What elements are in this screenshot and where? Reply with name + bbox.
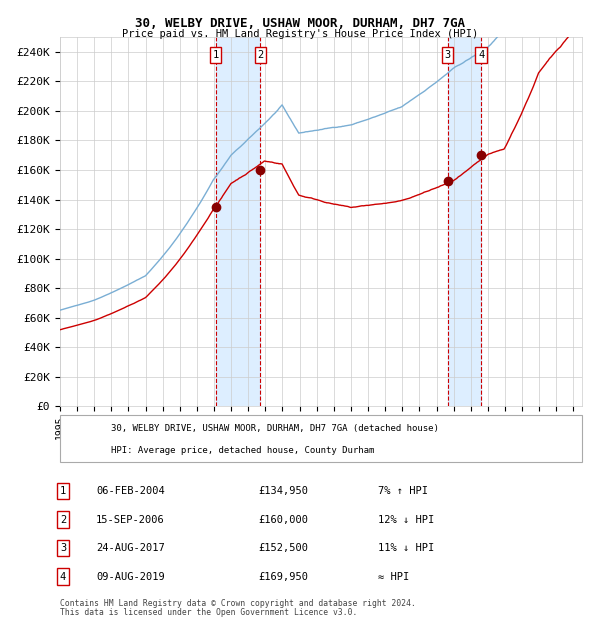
Text: 1: 1 <box>60 486 66 496</box>
Text: 2: 2 <box>257 50 263 60</box>
Text: £152,500: £152,500 <box>258 543 308 553</box>
Text: 06-FEB-2004: 06-FEB-2004 <box>96 486 165 496</box>
Text: 4: 4 <box>478 50 484 60</box>
Text: 4: 4 <box>60 572 66 582</box>
Text: 09-AUG-2019: 09-AUG-2019 <box>96 572 165 582</box>
Text: 12% ↓ HPI: 12% ↓ HPI <box>378 515 434 525</box>
Bar <box>215 37 260 406</box>
Text: 15-SEP-2006: 15-SEP-2006 <box>96 515 165 525</box>
Text: Contains HM Land Registry data © Crown copyright and database right 2024.: Contains HM Land Registry data © Crown c… <box>60 599 416 608</box>
Text: 30, WELBY DRIVE, USHAW MOOR, DURHAM, DH7 7GA (detached house): 30, WELBY DRIVE, USHAW MOOR, DURHAM, DH7… <box>111 424 439 433</box>
Text: HPI: Average price, detached house, County Durham: HPI: Average price, detached house, Coun… <box>111 446 374 455</box>
Bar <box>448 37 481 406</box>
Text: 30, WELBY DRIVE, USHAW MOOR, DURHAM, DH7 7GA: 30, WELBY DRIVE, USHAW MOOR, DURHAM, DH7… <box>135 17 465 30</box>
Text: 1: 1 <box>212 50 218 60</box>
Text: Price paid vs. HM Land Registry's House Price Index (HPI): Price paid vs. HM Land Registry's House … <box>122 29 478 39</box>
Text: 2: 2 <box>60 515 66 525</box>
Text: 24-AUG-2017: 24-AUG-2017 <box>96 543 165 553</box>
Text: 3: 3 <box>60 543 66 553</box>
Text: ≈ HPI: ≈ HPI <box>378 572 409 582</box>
Text: £169,950: £169,950 <box>258 572 308 582</box>
Text: £134,950: £134,950 <box>258 486 308 496</box>
Text: 7% ↑ HPI: 7% ↑ HPI <box>378 486 428 496</box>
Text: £160,000: £160,000 <box>258 515 308 525</box>
Text: This data is licensed under the Open Government Licence v3.0.: This data is licensed under the Open Gov… <box>60 608 358 617</box>
Text: 3: 3 <box>445 50 451 60</box>
Text: 11% ↓ HPI: 11% ↓ HPI <box>378 543 434 553</box>
